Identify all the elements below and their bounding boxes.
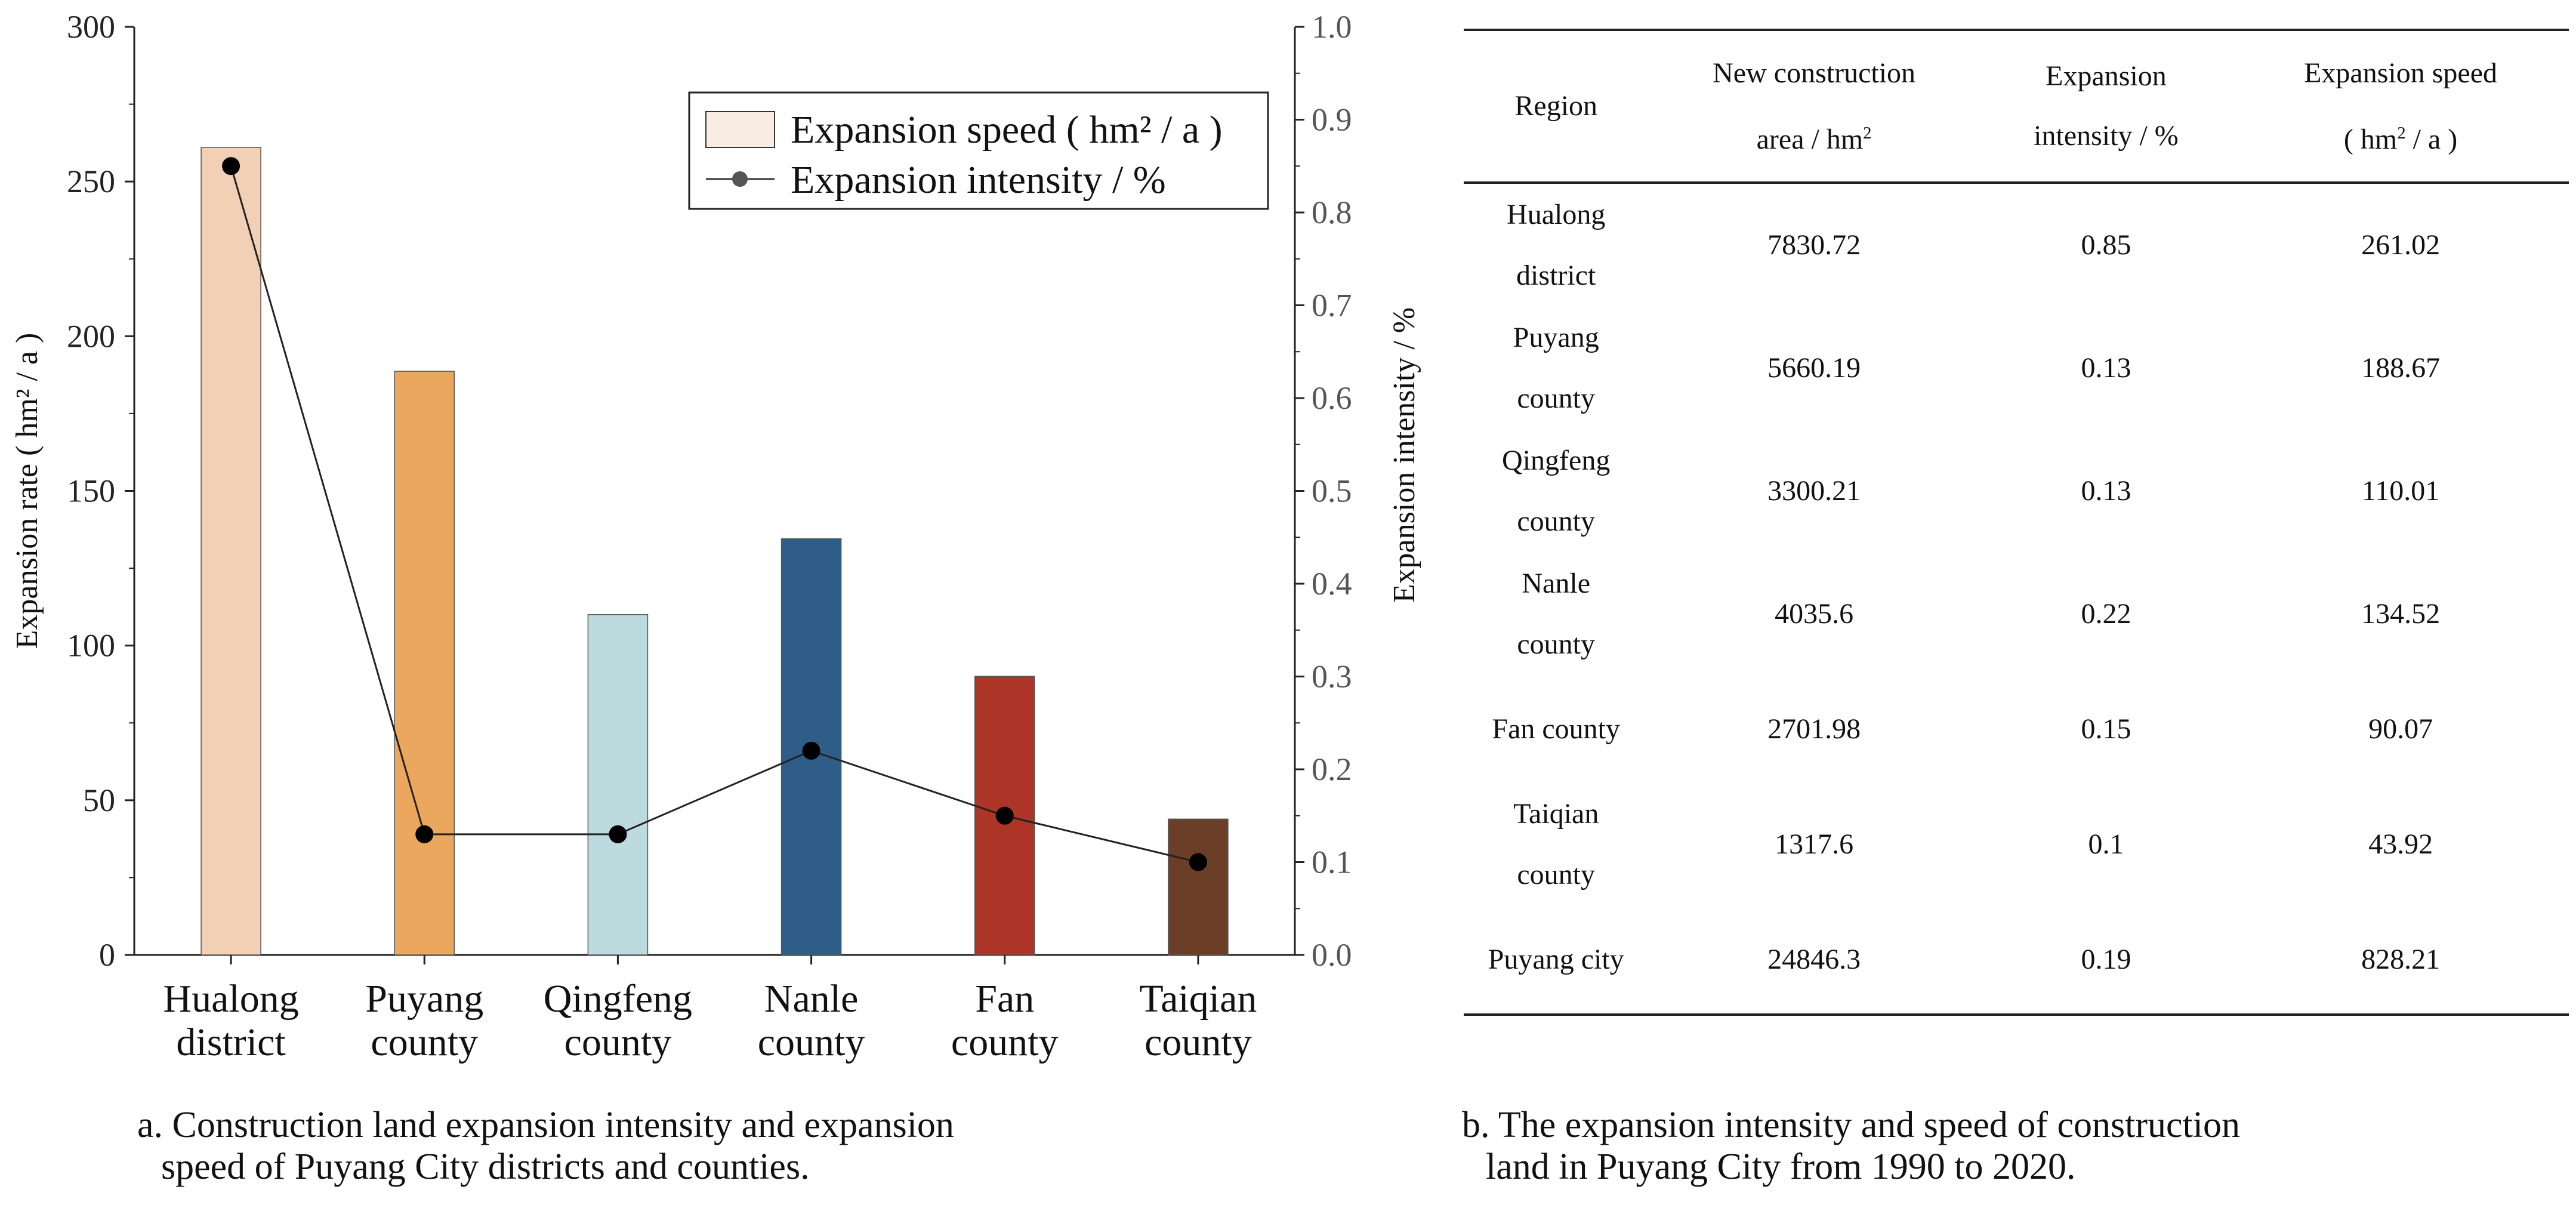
x-tick-label: Qingfeng	[544, 977, 692, 1021]
y2-tick-label: 0.1	[1312, 845, 1352, 880]
table-row: Taiqian county 1317.6 0.1 43.92	[1464, 783, 2569, 906]
bar-qingfeng	[587, 614, 649, 956]
y-tick-label: 50	[83, 782, 115, 818]
x-tick-label: county	[1144, 1021, 1252, 1064]
cell-intensity: 0.15	[2081, 713, 2131, 745]
header-expansion-intensity: Expansion intensity / %	[1979, 29, 2233, 184]
bar-puyang	[394, 371, 455, 956]
header-expansion-speed: Expansion speed ( hm2 / a )	[2232, 29, 2569, 184]
cell-area: 2701.98	[1767, 713, 1861, 745]
cell-region: Taiqian county	[1513, 798, 1599, 890]
y2-tick-label: 0.4	[1312, 566, 1352, 602]
x-tick-label: Fan	[975, 977, 1034, 1021]
table-row: Puyang county 5660.19 0.13 188.67	[1464, 307, 2569, 430]
expansion-table: Region New construction area / hm2 Expan…	[1464, 29, 2569, 1016]
x-tick-label: county	[564, 1021, 672, 1064]
intensity-point-hualong	[222, 157, 240, 175]
cell-area: 4035.6	[1775, 598, 1854, 630]
cell-intensity: 0.13	[2081, 352, 2131, 384]
y2-tick-label: 0.0	[1312, 937, 1352, 973]
y2-tick-label: 0.7	[1312, 288, 1352, 323]
y-tick-label: 0	[99, 937, 115, 973]
y-tick-label: 150	[67, 473, 115, 509]
intensity-point-qingfeng	[609, 825, 627, 843]
y2-axis-title: Expansion intensity / %	[1387, 307, 1421, 603]
cell-speed: 828.21	[2232, 906, 2569, 1016]
cell-speed: 43.92	[2368, 828, 2433, 860]
intensity-line	[230, 165, 1199, 863]
table-header-row: Region New construction area / hm2 Expan…	[1464, 29, 2569, 184]
x-tick-label: county	[758, 1021, 865, 1064]
caption-a: a. Construction land expansion intensity…	[137, 1105, 954, 1187]
y2-tick-label: 0.8	[1312, 195, 1352, 230]
expansion-chart: 0 50 100 150 200 250 300 0.0 0.1 0.2 0.3 0.4 0.5 0.6 0…	[10, 9, 1421, 1064]
table-row: Puyang city 24846.3 0.19 828.21	[1464, 906, 2569, 1016]
caption-b: b. The expansion intensity and speed of …	[1462, 1105, 2241, 1187]
cell-intensity: 0.13	[2081, 475, 2131, 507]
x-tick-label: Taiqian	[1139, 977, 1257, 1021]
bar-hualong	[200, 147, 261, 956]
x-tick-label: county	[371, 1021, 478, 1064]
cell-intensity: 0.85	[2081, 229, 2131, 261]
x-tick-label: district	[176, 1021, 285, 1064]
cell-speed: 90.07	[2368, 713, 2433, 745]
cell-region: Qingfeng county	[1502, 445, 1611, 537]
y-tick-label: 200	[67, 318, 115, 354]
legend-bar-label: Expansion speed ( hm² / a )	[791, 108, 1223, 152]
legend-line-label: Expansion intensity / %	[791, 158, 1166, 202]
cell-intensity: 0.1	[2088, 828, 2124, 860]
table-row: Fan county 2701.98 0.15 90.07	[1464, 676, 2569, 783]
y-tick-label: 250	[67, 164, 115, 199]
intensity-point-fan	[995, 806, 1014, 825]
cell-region: Puyang city	[1464, 906, 1649, 1016]
y-tick-label: 300	[67, 9, 115, 45]
bar-taiqian	[1168, 818, 1229, 956]
expansion-table-panel: Region New construction area / hm2 Expan…	[1464, 29, 2569, 1016]
cell-region: Puyang county	[1513, 322, 1599, 414]
y-tick-label: 100	[67, 628, 115, 664]
cell-area: 7830.72	[1767, 229, 1861, 261]
cell-region: Nanle county	[1517, 568, 1596, 660]
cell-speed: 188.67	[2361, 352, 2441, 384]
y-axis-title: Expansion rate ( hm² / a )	[10, 333, 44, 649]
cell-speed: 110.01	[2361, 475, 2440, 507]
table-row: Qingfeng county 3300.21 0.13 110.01	[1464, 430, 2569, 553]
x-tick-label: Puyang	[365, 977, 483, 1021]
header-new-construction-area: New construction area / hm2	[1648, 29, 1980, 184]
cell-area: 24846.3	[1648, 906, 1980, 1016]
y2-tick-label: 0.3	[1312, 659, 1352, 695]
legend-box	[688, 91, 1269, 210]
cell-speed: 261.02	[2361, 229, 2441, 261]
y2-tick-label: 0.9	[1312, 102, 1352, 138]
table-row: Nanle county 4035.6 0.22 134.52	[1464, 553, 2569, 676]
y2-tick-label: 0.5	[1312, 473, 1352, 509]
header-region: Region	[1464, 29, 1649, 184]
cell-speed: 134.52	[2361, 598, 2441, 630]
y2-tick-label: 0.6	[1312, 380, 1352, 416]
cell-area: 5660.19	[1767, 352, 1861, 384]
intensity-point-puyang	[415, 825, 434, 843]
y2-tick-label: 1.0	[1312, 9, 1352, 45]
cell-area: 3300.21	[1767, 475, 1861, 507]
legend-bar-swatch	[705, 111, 775, 148]
x-tick-label: Hualong	[163, 977, 298, 1021]
x-tick-label: county	[951, 1021, 1059, 1064]
cell-intensity: 0.19	[1979, 906, 2233, 1016]
cell-region: Hualong district	[1507, 199, 1606, 291]
intensity-point-nanle	[802, 741, 820, 760]
table-row: Hualong district 7830.72 0.85 261.02	[1464, 183, 2569, 307]
x-tick-label: Nanle	[764, 977, 859, 1021]
legend-line-marker	[732, 171, 748, 187]
intensity-point-taiqian	[1189, 853, 1207, 871]
cell-area: 1317.6	[1775, 828, 1854, 860]
y2-tick-label: 0.2	[1312, 751, 1352, 787]
cell-region: Fan county	[1492, 713, 1621, 745]
cell-intensity: 0.22	[2081, 598, 2131, 630]
